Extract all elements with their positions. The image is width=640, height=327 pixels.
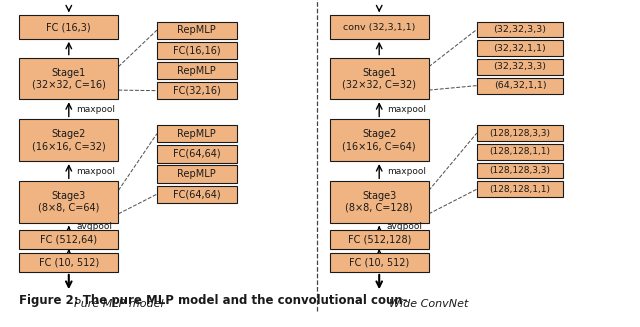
Text: Stage2
(16×16, C=32): Stage2 (16×16, C=32) [32,129,106,151]
Text: Stage3
(8×8, C=128): Stage3 (8×8, C=128) [346,191,413,213]
FancyBboxPatch shape [330,119,429,161]
Text: Stage1
(32×32, C=32): Stage1 (32×32, C=32) [342,68,416,89]
FancyBboxPatch shape [157,145,237,163]
Text: maxpool: maxpool [77,167,115,176]
FancyBboxPatch shape [157,186,237,203]
Text: (32,32,1,1): (32,32,1,1) [493,44,547,53]
FancyBboxPatch shape [330,181,429,223]
Text: (32,32,3,3): (32,32,3,3) [493,25,547,34]
Text: RepMLP: RepMLP [177,169,216,179]
Text: Stage3
(8×8, C=64): Stage3 (8×8, C=64) [38,191,99,213]
Text: Pure MLP model: Pure MLP model [74,299,163,309]
Text: maxpool: maxpool [77,105,115,114]
FancyBboxPatch shape [477,125,563,141]
Text: (128,128,3,3): (128,128,3,3) [490,166,550,175]
Text: maxpool: maxpool [387,167,426,176]
Text: Figure 2: The pure MLP model and the convolutional coun-: Figure 2: The pure MLP model and the con… [19,294,408,307]
FancyBboxPatch shape [330,15,429,39]
FancyBboxPatch shape [477,181,563,197]
FancyBboxPatch shape [157,165,237,183]
Text: FC(16,16): FC(16,16) [173,45,221,55]
FancyBboxPatch shape [157,62,237,79]
FancyBboxPatch shape [157,42,237,59]
Text: FC(32,16): FC(32,16) [173,86,221,95]
Text: FC (10, 512): FC (10, 512) [349,258,410,267]
Text: FC (16,3): FC (16,3) [47,22,91,32]
FancyBboxPatch shape [157,22,237,39]
Text: avgpool: avgpool [77,222,113,231]
Text: (32,32,3,3): (32,32,3,3) [493,62,547,71]
FancyBboxPatch shape [477,22,563,37]
FancyBboxPatch shape [19,253,118,272]
FancyBboxPatch shape [157,125,237,143]
Text: FC (512,128): FC (512,128) [348,234,411,245]
Text: (128,128,1,1): (128,128,1,1) [490,185,550,194]
Text: RepMLP: RepMLP [177,65,216,76]
Text: conv (32,3,1,1): conv (32,3,1,1) [343,23,415,31]
Text: avgpool: avgpool [387,222,423,231]
Text: maxpool: maxpool [387,105,426,114]
Text: (64,32,1,1): (64,32,1,1) [493,81,547,90]
Text: Stage2
(16×16, C=64): Stage2 (16×16, C=64) [342,129,416,151]
Text: FC(64,64): FC(64,64) [173,189,221,199]
FancyBboxPatch shape [477,40,563,56]
FancyBboxPatch shape [477,59,563,75]
FancyBboxPatch shape [477,163,563,179]
Text: Stage1
(32×32, C=16): Stage1 (32×32, C=16) [32,68,106,89]
FancyBboxPatch shape [477,78,563,94]
FancyBboxPatch shape [19,230,118,249]
Text: FC (512,64): FC (512,64) [40,234,97,245]
Text: (128,128,3,3): (128,128,3,3) [490,129,550,138]
Text: Wide ConvNet: Wide ConvNet [389,299,468,309]
FancyBboxPatch shape [330,253,429,272]
Text: FC(64,64): FC(64,64) [173,149,221,159]
FancyBboxPatch shape [477,144,563,160]
FancyBboxPatch shape [19,181,118,223]
FancyBboxPatch shape [19,119,118,161]
FancyBboxPatch shape [330,230,429,249]
Text: RepMLP: RepMLP [177,25,216,35]
FancyBboxPatch shape [19,15,118,39]
FancyBboxPatch shape [330,58,429,99]
Text: FC (10, 512): FC (10, 512) [38,258,99,267]
FancyBboxPatch shape [157,82,237,99]
Text: (128,128,1,1): (128,128,1,1) [490,147,550,156]
FancyBboxPatch shape [19,58,118,99]
Text: RepMLP: RepMLP [177,129,216,139]
